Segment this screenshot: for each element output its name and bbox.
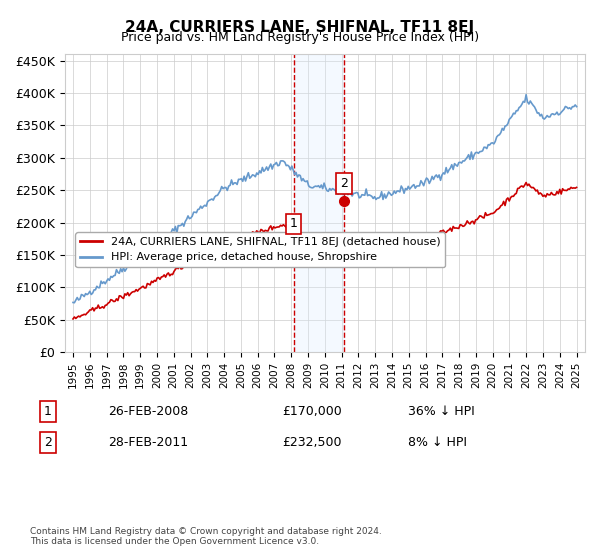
Bar (294, 54, 344, 352)
Text: 28-FEB-2011: 28-FEB-2011 (108, 436, 188, 449)
Text: 36% ↓ HPI: 36% ↓ HPI (408, 405, 475, 418)
Legend: 24A, CURRIERS LANE, SHIFNAL, TF11 8EJ (detached house), HPI: Average price, deta: 24A, CURRIERS LANE, SHIFNAL, TF11 8EJ (d… (76, 232, 445, 267)
Text: Contains HM Land Registry data © Crown copyright and database right 2024.
This d: Contains HM Land Registry data © Crown c… (30, 526, 382, 546)
Text: £232,500: £232,500 (282, 436, 341, 449)
Text: 1: 1 (290, 217, 298, 230)
Text: 26-FEB-2008: 26-FEB-2008 (108, 405, 188, 418)
Text: 2: 2 (44, 436, 52, 449)
Text: 1: 1 (44, 405, 52, 418)
Text: £170,000: £170,000 (282, 405, 342, 418)
Text: 24A, CURRIERS LANE, SHIFNAL, TF11 8EJ: 24A, CURRIERS LANE, SHIFNAL, TF11 8EJ (125, 20, 475, 35)
Text: 2: 2 (340, 177, 348, 190)
Text: 8% ↓ HPI: 8% ↓ HPI (408, 436, 467, 449)
Text: Price paid vs. HM Land Registry's House Price Index (HPI): Price paid vs. HM Land Registry's House … (121, 31, 479, 44)
